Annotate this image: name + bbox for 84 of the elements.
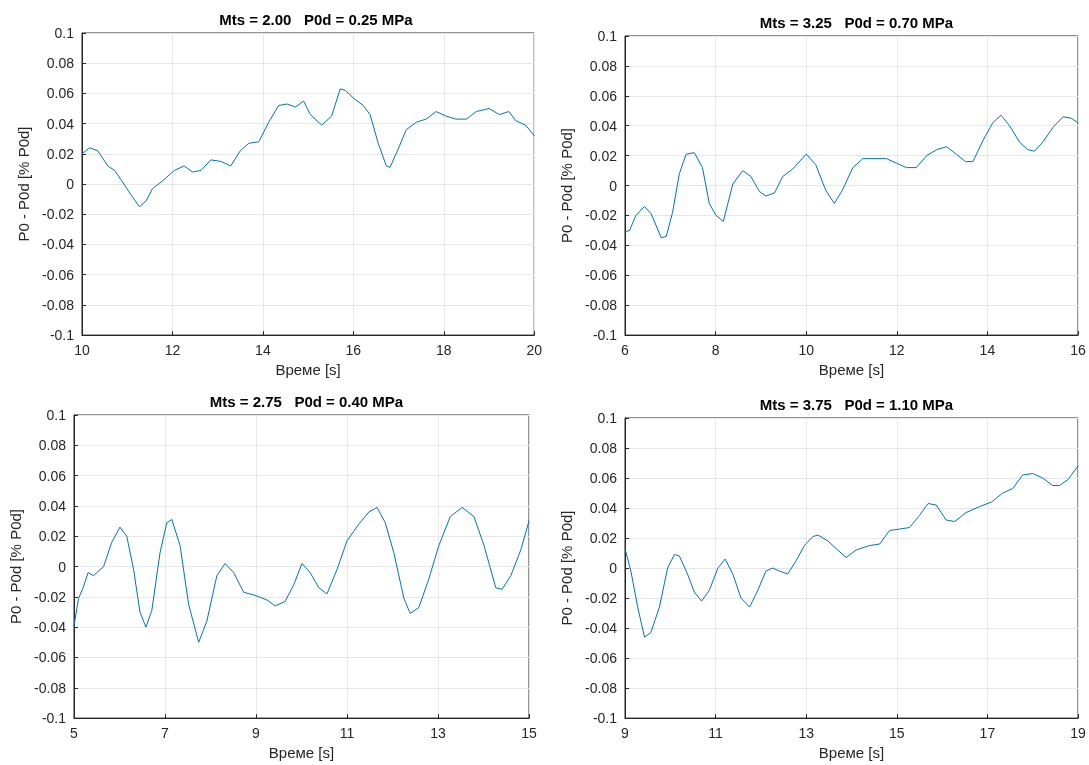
y-tick-label: -0.04 (34, 619, 67, 636)
y-tick-label: 0.02 (589, 147, 618, 164)
y-tick-label: -0.06 (585, 267, 618, 284)
x-tick-label: 17 (979, 725, 996, 742)
x-tick-label: 12 (889, 342, 905, 359)
y-tick-label: -0.08 (585, 680, 618, 697)
x-tick-label: 9 (621, 725, 630, 742)
y-tick-label: -0.02 (585, 590, 618, 607)
line-series (624, 114, 1079, 239)
x-tick-label: 11 (708, 725, 724, 742)
y-tick-label: -0.06 (34, 649, 67, 666)
y-tick-label: 0.1 (597, 28, 618, 44)
y-tick-label: 0.02 (46, 145, 75, 162)
chart-title: Mts = 3.25 P0d = 0.70 MPa (759, 14, 954, 31)
x-axis-title: Време [s] (818, 361, 885, 378)
x-tick-label: 14 (979, 342, 996, 359)
y-tick-label: -0.02 (585, 207, 618, 224)
x-tick-label: 10 (74, 342, 90, 359)
x-tick-label: 16 (345, 342, 362, 359)
x-tick-label: 6 (621, 342, 630, 359)
x-tick-label: 16 (1070, 342, 1086, 359)
y-tick-label: 0.04 (589, 117, 618, 134)
y-tick-label: -0.08 (42, 296, 75, 313)
y-tick-label: -0.06 (42, 266, 75, 283)
x-axis-title: Време [s] (818, 744, 885, 761)
x-tick-label: 20 (526, 342, 543, 359)
y-tick-label: 0.06 (46, 85, 75, 102)
y-tick-label: 0.02 (589, 530, 618, 547)
y-tick-label: 0.08 (589, 440, 618, 457)
x-tick-label: 13 (798, 725, 815, 742)
x-tick-label: 19 (1070, 725, 1086, 742)
x-tick-label: 10 (798, 342, 815, 359)
y-tick-label: 0.1 (54, 25, 75, 41)
x-tick-label: 15 (521, 725, 537, 742)
x-tick-label: 12 (164, 342, 181, 359)
y-tick-label: 0.04 (46, 115, 75, 132)
y-tick-label: -0.02 (34, 588, 67, 605)
y-tick-label: -0.08 (34, 679, 67, 696)
x-tick-label: 5 (70, 725, 79, 742)
y-tick-label: -0.1 (49, 327, 75, 344)
y-tick-label: 0 (609, 177, 618, 194)
x-tick-label: 14 (255, 342, 271, 359)
line-series (73, 506, 530, 643)
y-tick-label: -0.1 (592, 327, 618, 344)
y-tick-label: 0.08 (46, 55, 75, 72)
y-tick-label: -0.08 (585, 297, 618, 314)
x-tick-label: 13 (430, 725, 446, 742)
x-tick-label: 8 (711, 342, 720, 359)
chart-title: Mts = 3.75 P0d = 1.10 MPa (759, 396, 954, 413)
y-tick-label: -0.1 (41, 710, 67, 727)
x-axis-title: Време [s] (275, 361, 341, 378)
y-tick-label: 0.02 (38, 528, 67, 545)
y-tick-label: -0.02 (42, 206, 75, 223)
y-tick-label: 0.06 (589, 87, 618, 104)
y-tick-label: 0.06 (589, 470, 618, 487)
y-axis-title: P0 - P0d [% P0d] (558, 128, 576, 244)
y-tick-label: 0.04 (589, 500, 618, 517)
x-tick-label: 15 (889, 725, 905, 742)
y-tick-label: 0 (609, 560, 618, 577)
y-axis-title: P0 - P0d [% P0d] (7, 509, 25, 625)
x-tick-label: 7 (161, 725, 170, 742)
chart-title: Mts = 2.00 P0d = 0.25 MPa (219, 11, 414, 28)
y-tick-label: 0.1 (597, 410, 618, 426)
y-tick-label: 0.08 (589, 57, 618, 74)
line-series (624, 465, 1079, 638)
chart-title: Mts = 2.75 P0d = 0.40 MPa (209, 393, 404, 410)
y-tick-label: 0.08 (38, 437, 67, 454)
x-tick-label: 9 (252, 725, 261, 742)
y-axis-title: P0 - P0d [% P0d] (558, 510, 576, 626)
x-tick-label: 11 (339, 725, 355, 742)
y-tick-label: 0.04 (38, 497, 67, 514)
y-tick-label: 0 (58, 558, 67, 575)
y-tick-label: -0.1 (592, 710, 618, 727)
y-tick-label: 0 (66, 176, 75, 193)
y-axis-title: P0 - P0d [% P0d] (15, 126, 33, 242)
line-series (81, 88, 535, 208)
x-axis-title: Време [s] (268, 744, 335, 761)
y-tick-label: -0.04 (42, 236, 75, 253)
y-tick-label: -0.06 (585, 650, 618, 667)
x-tick-label: 18 (435, 342, 452, 359)
y-tick-label: -0.04 (585, 237, 618, 254)
y-tick-label: -0.04 (585, 620, 618, 637)
y-tick-label: 0.06 (38, 467, 67, 484)
y-tick-label: 0.1 (46, 407, 67, 423)
